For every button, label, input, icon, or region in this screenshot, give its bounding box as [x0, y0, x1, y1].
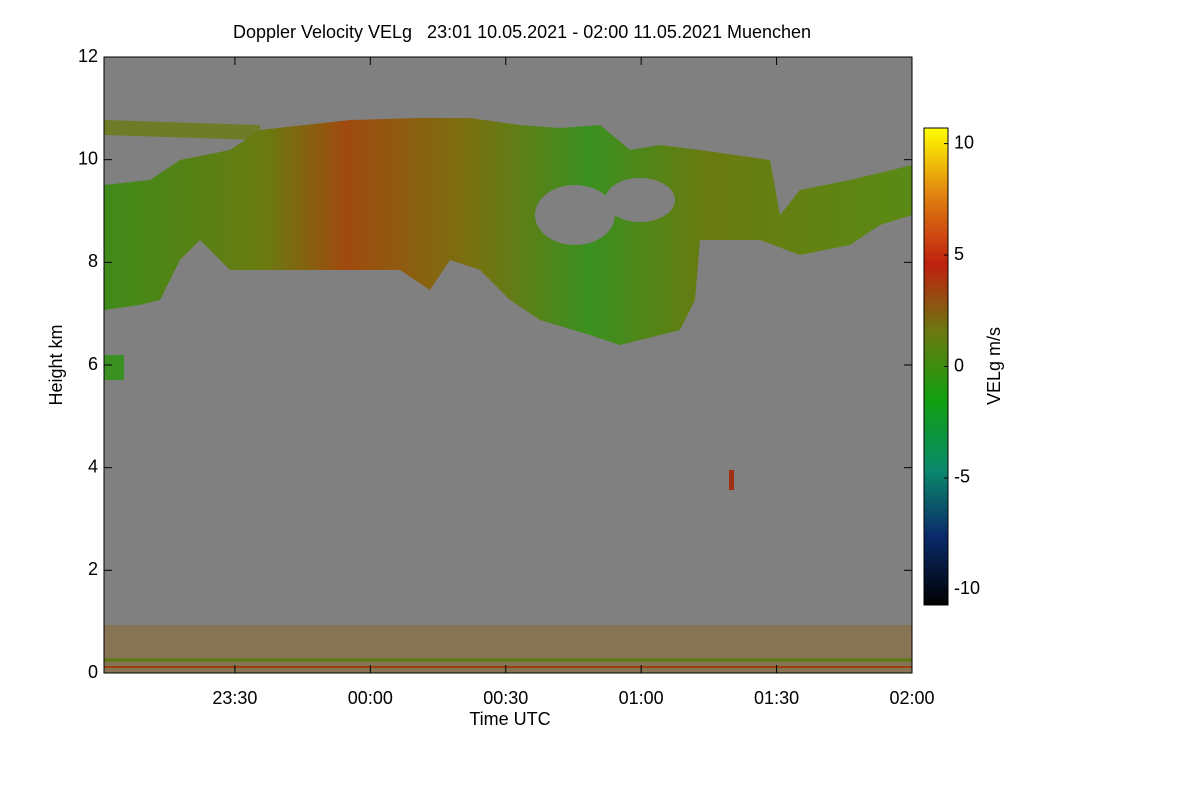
x-axis-label: Time UTC	[469, 709, 550, 729]
echo-gap	[605, 178, 675, 222]
colorbar-tick-label: -5	[954, 467, 970, 487]
y-axis-label: Height km	[46, 324, 66, 405]
radar-echo	[104, 118, 912, 673]
colorbar-tick-label: 5	[954, 244, 964, 264]
y-tick-label: 8	[88, 251, 98, 271]
y-tick-label: 12	[78, 46, 98, 66]
y-tick-label: 0	[88, 662, 98, 682]
x-tick-label: 23:30	[212, 688, 257, 708]
y-tick-label: 4	[88, 456, 98, 476]
colorbar-tick-label: -10	[954, 578, 980, 598]
echo-gap	[535, 185, 615, 245]
y-tick-label: 10	[78, 148, 98, 168]
colorbar-label: VELg m/s	[984, 327, 1004, 405]
ground-clutter	[104, 625, 912, 673]
y-tick-label: 2	[88, 559, 98, 579]
chart-title: Doppler Velocity VELg 23:01 10.05.2021 -…	[233, 22, 811, 42]
x-tick-label: 01:30	[754, 688, 799, 708]
colorbar-tick-label: 10	[954, 132, 974, 152]
x-tick-label: 00:30	[483, 688, 528, 708]
y-tick-label: 6	[88, 354, 98, 374]
cloud-echo	[104, 118, 912, 345]
colorbar-tick-label: 0	[954, 355, 964, 375]
x-tick-label: 00:00	[348, 688, 393, 708]
x-tick-label: 02:00	[889, 688, 934, 708]
cloud-echo	[104, 355, 124, 380]
cloud-echo	[104, 120, 260, 140]
echo-spot	[729, 470, 734, 490]
x-tick-label: 01:00	[619, 688, 664, 708]
